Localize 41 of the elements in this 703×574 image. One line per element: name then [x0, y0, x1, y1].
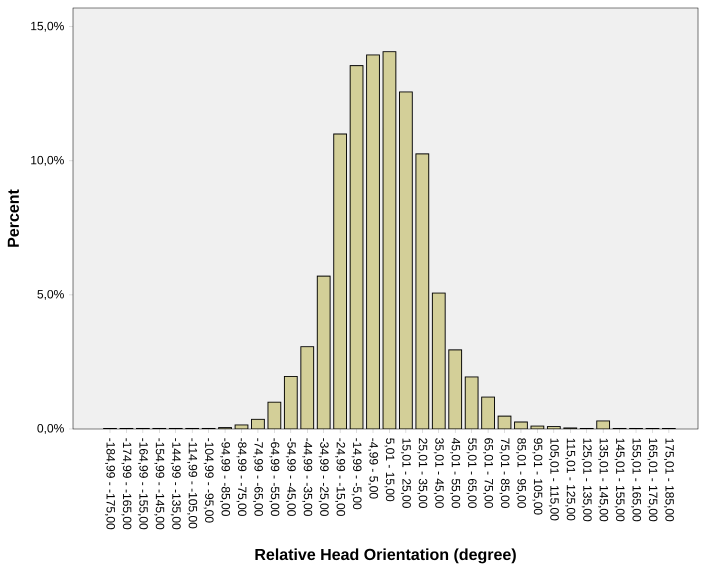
x-tick-label: 165,01 - 175,00: [648, 438, 658, 522]
x-tick-label: -74,99 - -65,00: [252, 438, 263, 516]
x-tick-label: 175,01 - 185,00: [664, 438, 674, 522]
x-tick-label: -184,99 - -175,00: [105, 438, 115, 530]
x-tick-label: 95,01 - 105,00: [532, 438, 542, 515]
y-axis-title: Percent: [8, 189, 19, 247]
x-tick-label: 45,01 - 55,00: [450, 438, 460, 508]
x-tick-label: -34,99 - -25,00: [318, 438, 329, 516]
x-tick-label: 125,01 - 135,00: [582, 438, 592, 522]
x-tick-label: -54,99 - -45,00: [286, 438, 296, 516]
x-tick-label: 25,01 - 35,00: [417, 438, 428, 508]
x-tick-label: -94,99 - -85,00: [220, 438, 230, 516]
y-tick-label: 5,0%: [37, 290, 64, 300]
x-tick-label: 35,01 - 45,00: [434, 438, 444, 508]
x-tick-label: 5,01 - 15,00: [384, 438, 394, 502]
x-tick-label: 85,01 - 95,00: [516, 438, 526, 508]
x-tick-label: -104,99 - -95,00: [204, 438, 214, 523]
y-tick-label: 15,0%: [31, 22, 64, 32]
x-tick-label: -164,99 - -155,00: [138, 438, 148, 530]
x-tick-label: 105,01 - 115,00: [548, 438, 559, 520]
x-tick-label: -24,99 - -15,00: [335, 438, 346, 516]
x-tick-label: 115,01 - 125,00: [565, 438, 576, 520]
x-tick-label: -4,99 - 5,00: [368, 438, 378, 499]
x-tick-label: -64,99 - -55,00: [269, 438, 280, 516]
x-tick-label: 55,01 - 65,00: [466, 438, 477, 508]
y-tick-label: 10,0%: [31, 156, 64, 166]
x-tick-label: -114,99 - -105,00: [187, 438, 198, 528]
x-tick-label: 135,01 - 145,00: [598, 438, 608, 522]
x-tick-label: -144,99 - -135,00: [170, 438, 181, 530]
x-tick-label: -154,99 - -145,00: [154, 438, 164, 530]
x-axis-title: Relative Head Orientation (degree): [255, 548, 516, 564]
x-tick-label: 155,01 - 165,00: [631, 438, 641, 522]
x-tick-label: 15,01 - 25,00: [400, 438, 411, 508]
x-tick-label: -84,99 - -75,00: [236, 438, 246, 516]
y-tick-label: 0,0%: [37, 424, 64, 434]
x-tick-label: 75,01 - 85,00: [500, 438, 510, 508]
x-tick-label: -44,99 - -35,00: [302, 438, 312, 516]
x-tick-label: -14,99 - -5,00: [352, 438, 362, 510]
x-tick-label: -174,99 - -165,00: [121, 438, 132, 530]
x-tick-label: 145,01 - 155,00: [614, 438, 625, 522]
x-tick-label: 65,01 - 75,00: [483, 438, 494, 508]
